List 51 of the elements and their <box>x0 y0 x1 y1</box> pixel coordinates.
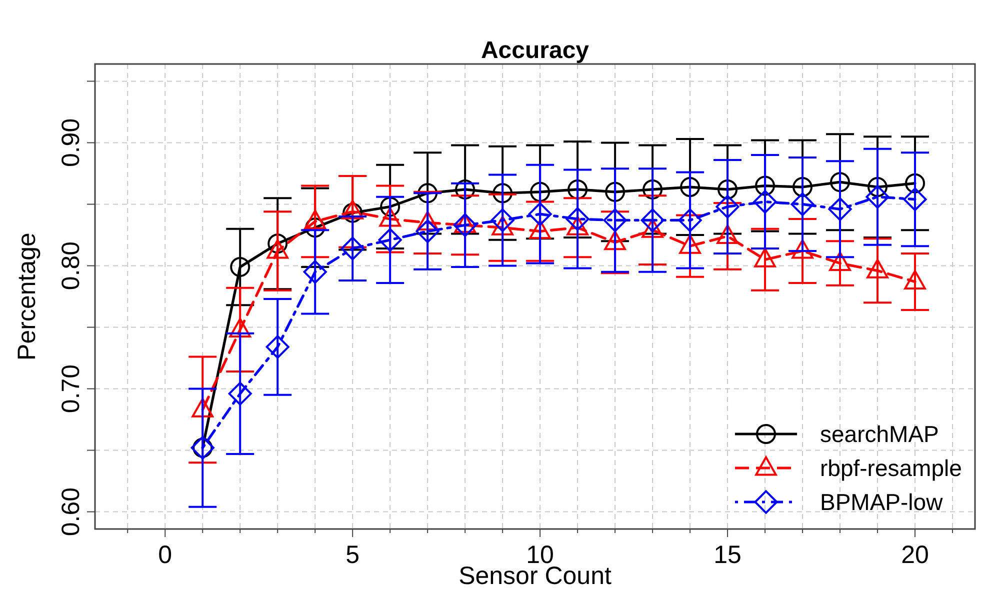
y-axis-title: Percentage <box>13 232 41 360</box>
y-tick-label: 0.60 <box>57 487 85 536</box>
point <box>905 173 926 194</box>
point <box>490 208 514 232</box>
point <box>642 179 663 200</box>
point <box>342 202 363 223</box>
x-axis-title: Sensor Count <box>458 562 612 590</box>
point <box>528 202 552 226</box>
x-tick-label: 0 <box>158 541 172 569</box>
y-tick-label: 0.70 <box>57 364 85 414</box>
point <box>866 185 890 209</box>
point <box>453 213 477 237</box>
point <box>268 234 288 254</box>
point <box>718 179 738 200</box>
legend-label: BPMAP-low <box>820 489 944 515</box>
point <box>380 196 400 217</box>
point <box>228 382 252 406</box>
point <box>680 177 700 198</box>
y-tick-label: 0.80 <box>57 241 85 290</box>
point <box>605 182 626 202</box>
point <box>716 194 740 218</box>
point <box>418 183 438 204</box>
chart-title: Accuracy <box>480 37 590 64</box>
point <box>678 208 702 232</box>
point <box>266 335 290 359</box>
point <box>416 220 440 244</box>
legend-label: rbpf-resample <box>820 455 962 481</box>
point <box>305 218 326 238</box>
point <box>378 228 402 252</box>
point <box>792 177 813 198</box>
point <box>230 256 250 277</box>
point <box>903 188 927 212</box>
x-tick-label: 5 <box>346 541 360 569</box>
point <box>828 197 852 221</box>
point <box>455 179 476 200</box>
point <box>790 192 814 216</box>
x-tick-label: 20 <box>901 541 929 569</box>
point <box>566 207 590 231</box>
point <box>568 179 588 200</box>
point <box>830 172 850 192</box>
point <box>530 182 550 202</box>
point <box>340 236 364 260</box>
point <box>755 176 776 196</box>
legend-label: searchMAP <box>820 421 939 447</box>
x-tick-label: 15 <box>714 541 742 569</box>
point <box>303 260 327 284</box>
point <box>492 183 513 204</box>
y-tick-label: 0.90 <box>57 118 85 168</box>
point <box>640 208 664 232</box>
point <box>603 208 627 232</box>
point <box>753 190 777 214</box>
